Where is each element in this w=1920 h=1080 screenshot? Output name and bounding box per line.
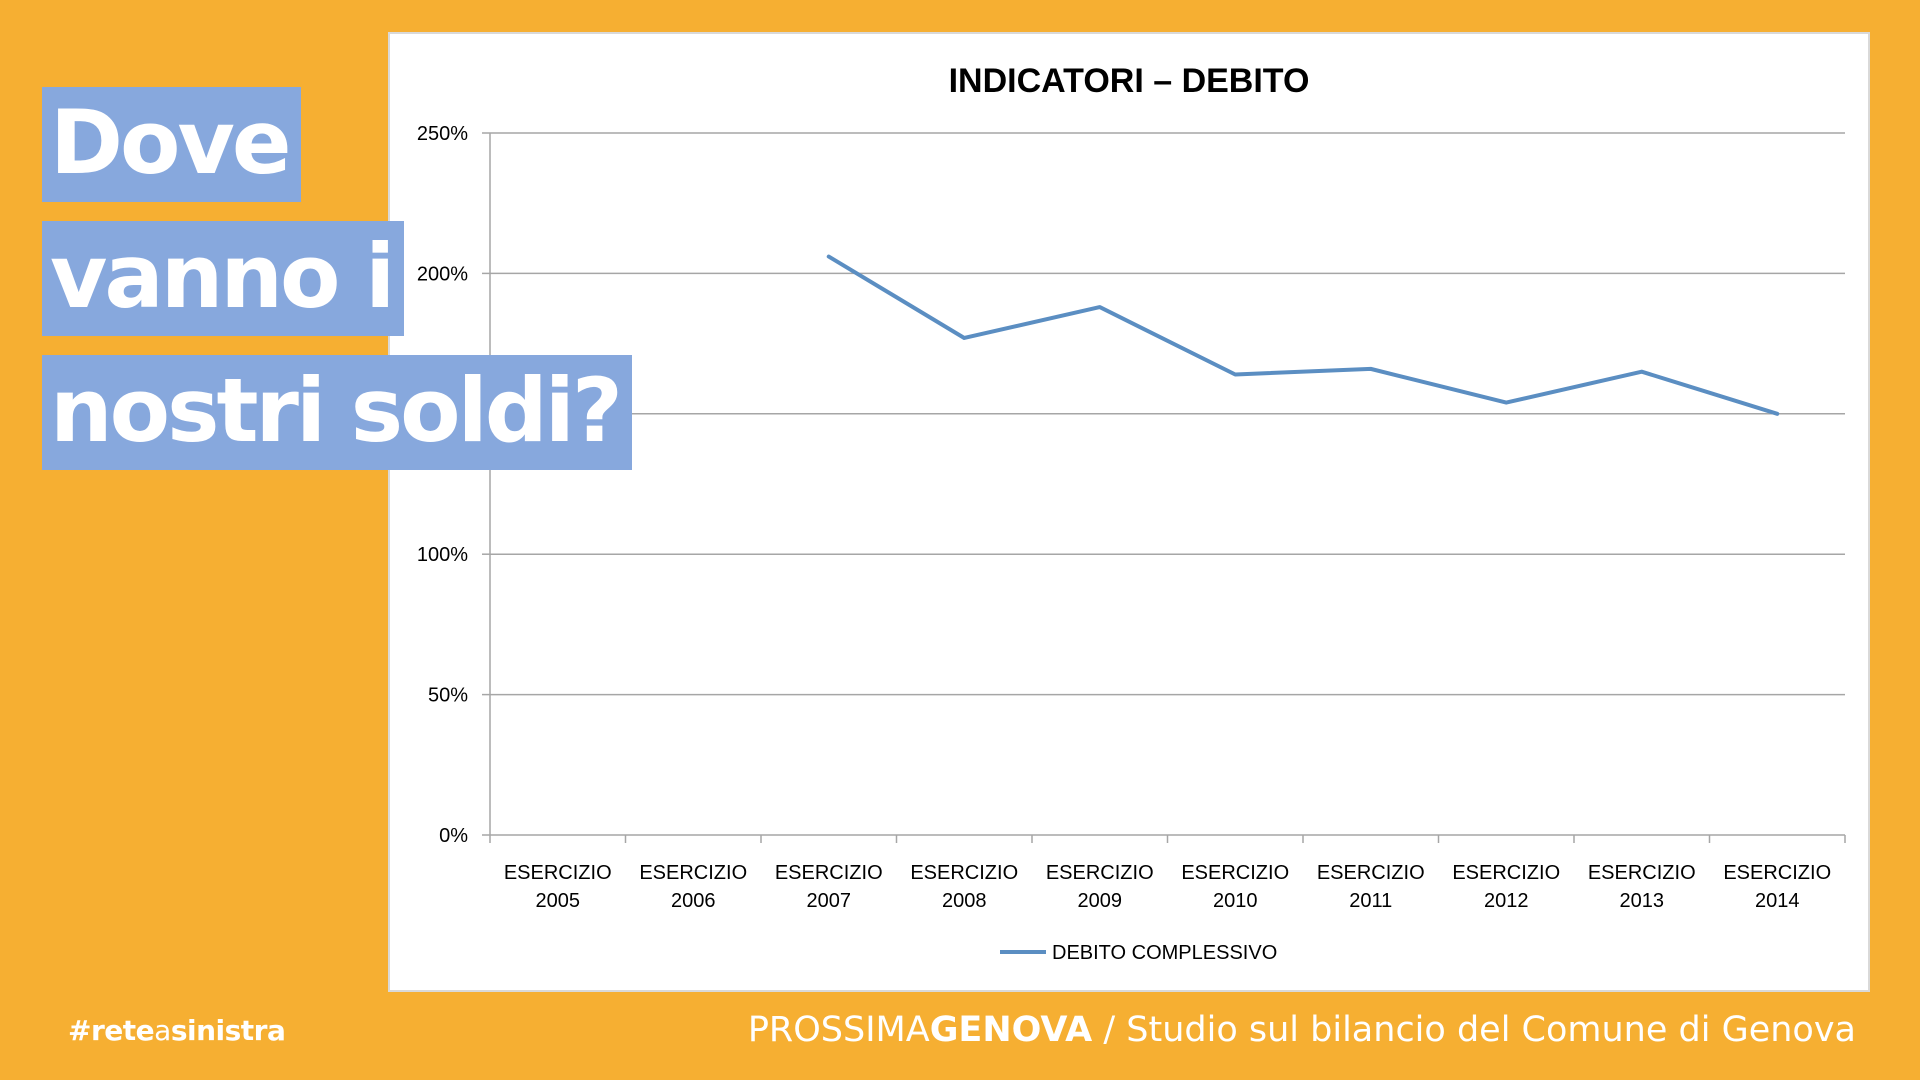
footer-brand-light: PROSSIMA (747, 1010, 930, 1050)
x-tick-label: ESERCIZIO 2011 (1317, 862, 1425, 912)
footer-brand-bold: GENOVA (929, 1010, 1093, 1050)
x-tick-label: ESERCIZIO 2005 (504, 862, 612, 912)
y-tick-label: 200% (417, 263, 468, 285)
footer-caption: PROSSIMAGENOVA / Studio sul bilancio del… (748, 1010, 1856, 1050)
x-tick-label: ESERCIZIO 2012 (1452, 862, 1560, 912)
hashtag: #reteasinistra (68, 1014, 286, 1047)
y-tick-label: 0% (439, 825, 468, 847)
headline-line-1: Dove (42, 87, 301, 202)
headline: Dove vanno i nostri soldi? (42, 76, 632, 478)
headline-line-3: nostri soldi? (42, 355, 632, 470)
debt-line-chart: INDICATORI – DEBITO 0% 50% 100% 200% 250% ESE… (417, 62, 1846, 964)
footer-subtitle: / Studio sul bilancio del Comune di Geno… (1092, 1010, 1856, 1050)
headline-line-2: vanno i (42, 221, 405, 336)
x-tick-label: ESERCIZIO 2006 (639, 862, 747, 912)
y-tick-label: 100% (417, 544, 468, 566)
chart-panel: INDICATORI – DEBITO 0% 50% 100% 200% 250% ESE… (388, 32, 1870, 992)
series-line-debito-complessivo (826, 254, 1780, 416)
x-tick-label: ESERCIZIO 2008 (910, 862, 1018, 912)
x-tick-label: ESERCIZIO 2007 (775, 862, 883, 912)
x-tick-label: ESERCIZIO 2013 (1588, 862, 1696, 912)
y-tick-label: 50% (428, 685, 468, 707)
x-tick-label: ESERCIZIO 2010 (1181, 862, 1289, 912)
hashtag-part-2: a (154, 1014, 171, 1047)
chart-title: INDICATORI – DEBITO (949, 62, 1310, 100)
legend-label: DEBITO COMPLESSIVO (1052, 942, 1277, 964)
hashtag-part-1: #rete (68, 1014, 155, 1047)
y-tick-label: 250% (417, 123, 468, 145)
x-tick-label: ESERCIZIO 2014 (1723, 862, 1831, 912)
x-tick-label: ESERCIZIO 2009 (1046, 862, 1154, 912)
hashtag-part-3: sinistra (170, 1014, 286, 1047)
